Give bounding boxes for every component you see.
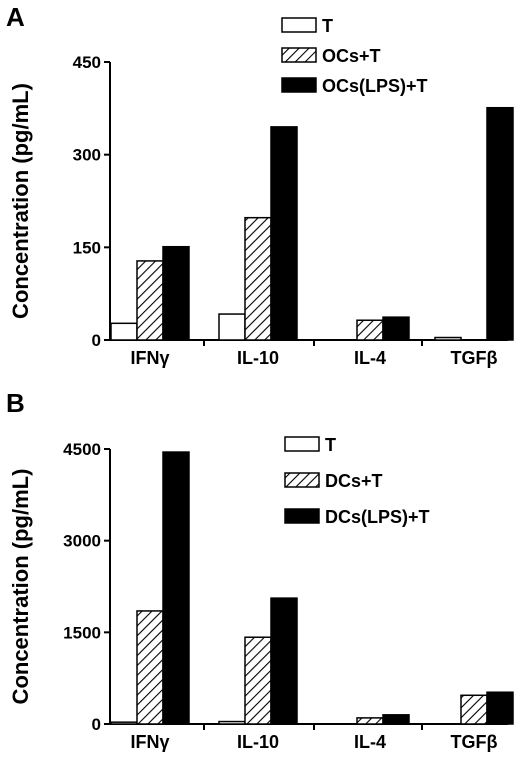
- bar-black: [270, 597, 298, 725]
- bar-black: [486, 106, 514, 341]
- legend-label: OCs+T: [322, 46, 381, 66]
- y-tick-label: 1500: [63, 623, 101, 642]
- bar-black: [162, 451, 190, 725]
- bar-hatched: [244, 636, 272, 725]
- x-category-label: IFNγ: [130, 732, 169, 752]
- legend-swatch: [284, 436, 320, 452]
- bar-black: [162, 245, 190, 341]
- bar-hatched: [136, 260, 164, 341]
- bar-black: [382, 714, 410, 725]
- y-tick-label: 450: [73, 53, 101, 72]
- bar-hatched: [136, 610, 164, 725]
- panel-b-chart: B Concentration (pg/mL) 0 1500 3000 4500 IFNγ I…: [6, 388, 514, 752]
- y-tick-label: 4500: [63, 440, 101, 459]
- x-category-label: IL-4: [354, 348, 386, 368]
- x-category-label: IL-10: [237, 348, 279, 368]
- bar-white: [110, 721, 138, 725]
- legend-swatch: [284, 508, 320, 524]
- bar-white: [218, 313, 246, 341]
- legend-swatch: [281, 47, 317, 63]
- x-category-label: TGFβ: [451, 732, 498, 752]
- bar-white: [434, 336, 462, 341]
- legend-swatch: [281, 77, 317, 93]
- y-axis-label: Concentration (pg/mL): [8, 469, 33, 705]
- legend-label: OCs(LPS)+T: [322, 76, 428, 96]
- panel-letter: B: [6, 388, 25, 418]
- bar-black: [382, 316, 410, 341]
- y-tick-label: 150: [73, 238, 101, 257]
- bar-hatched: [244, 216, 272, 341]
- x-category-label: TGFβ: [451, 348, 498, 368]
- legend-label: DCs+T: [325, 471, 383, 491]
- bar-black: [486, 691, 514, 725]
- legend-swatch: [281, 17, 317, 33]
- bar-hatched: [356, 717, 384, 725]
- panel-a-chart: A Concentration (pg/mL) 0 150 300 450 IFNγ IL-1…: [6, 2, 514, 368]
- y-tick-label: 0: [92, 715, 101, 734]
- bar-hatched: [356, 319, 384, 341]
- bar-white: [218, 720, 246, 725]
- x-category-label: IFNγ: [130, 348, 169, 368]
- panel-letter: A: [6, 2, 25, 32]
- legend-swatch: [284, 472, 320, 488]
- x-category-label: IL-4: [354, 732, 386, 752]
- legend-label: T: [325, 435, 336, 455]
- legend-label: DCs(LPS)+T: [325, 507, 430, 527]
- y-axis-label: Concentration (pg/mL): [8, 83, 33, 319]
- bar-hatched: [460, 694, 488, 725]
- y-tick-label: 0: [92, 331, 101, 350]
- legend-label: T: [322, 16, 333, 36]
- x-category-label: IL-10: [237, 732, 279, 752]
- bar-white: [110, 322, 138, 341]
- bar-black: [270, 126, 298, 341]
- y-tick-label: 3000: [63, 532, 101, 551]
- y-tick-label: 300: [73, 146, 101, 165]
